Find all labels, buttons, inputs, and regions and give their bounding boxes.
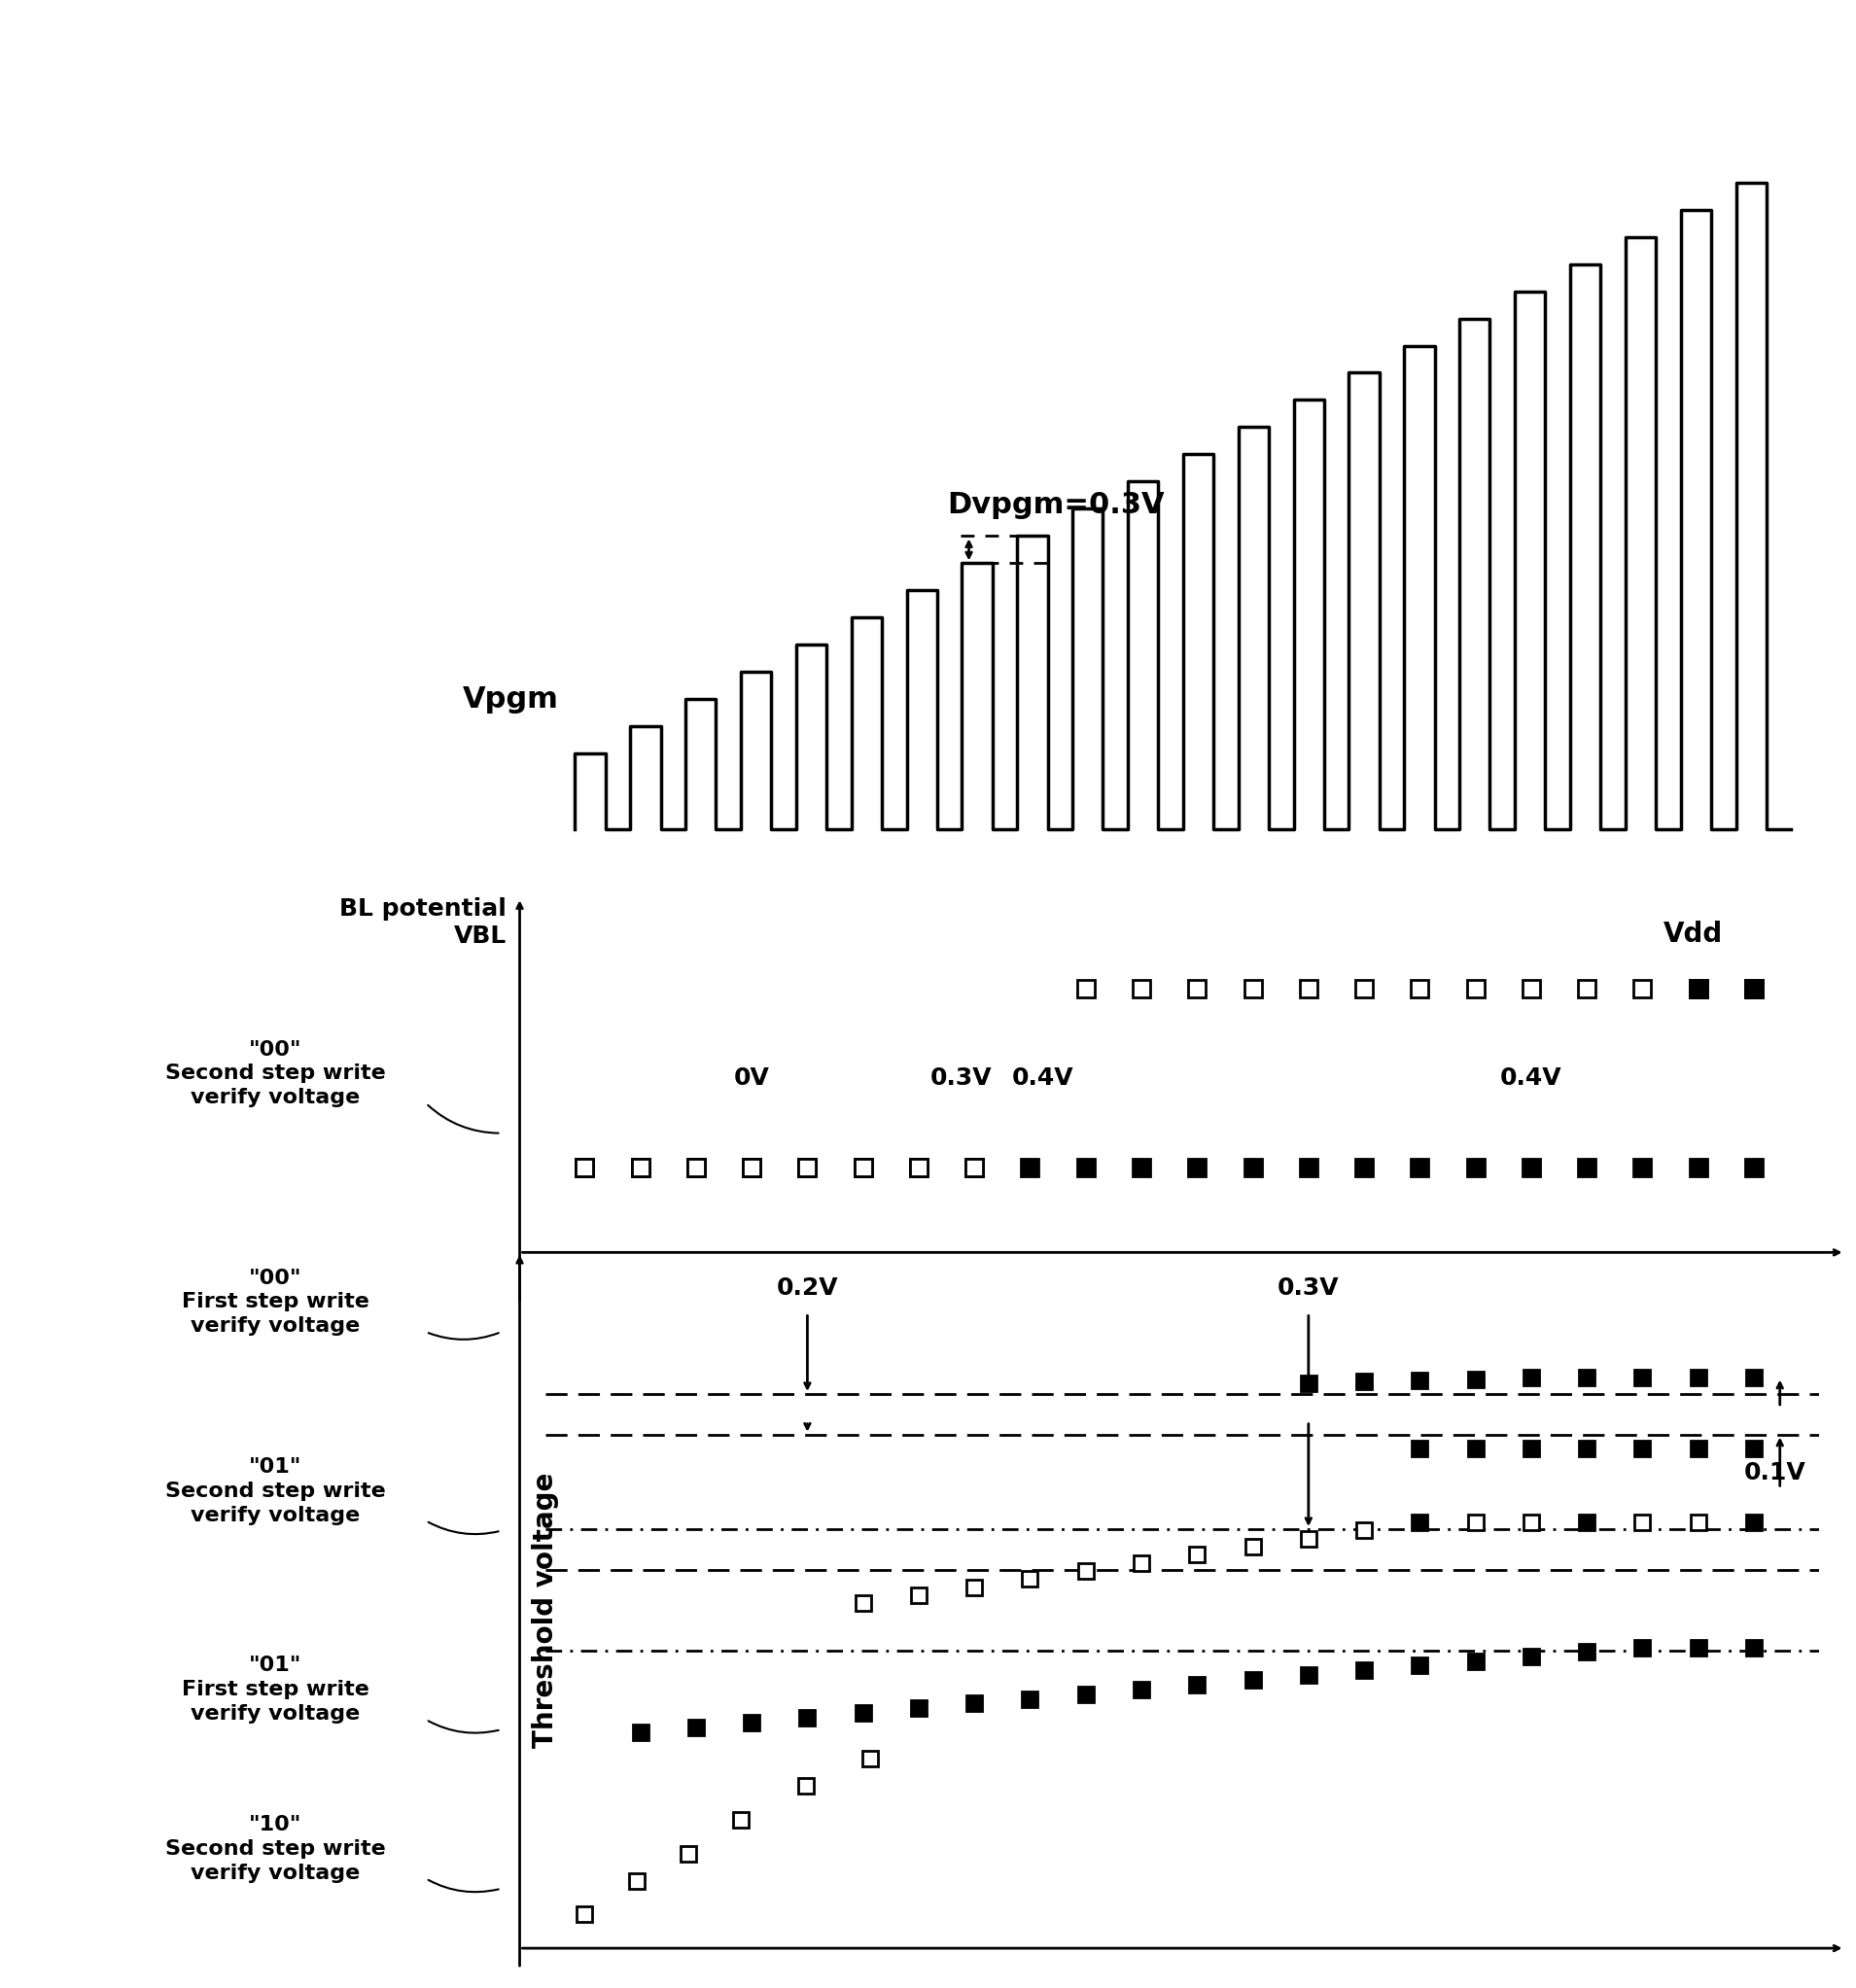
- Text: Threshold voltage: Threshold voltage: [533, 1473, 559, 1747]
- Text: 0.3V: 0.3V: [1277, 1276, 1340, 1300]
- Text: "10"
Second step write
verify voltage: "10" Second step write verify voltage: [165, 1815, 386, 1883]
- Text: 0.4V: 0.4V: [1012, 1068, 1075, 1089]
- Text: "01"
Second step write
verify voltage: "01" Second step write verify voltage: [165, 1457, 386, 1525]
- Text: 0.2V: 0.2V: [776, 1276, 839, 1300]
- Text: Dvpgm=0.3V: Dvpgm=0.3V: [947, 491, 1164, 519]
- Text: 0V: 0V: [733, 1068, 770, 1089]
- Text: Vpgm: Vpgm: [462, 686, 559, 714]
- Text: "00"
First step write
verify voltage: "00" First step write verify voltage: [182, 1268, 369, 1336]
- Text: 0.3V: 0.3V: [930, 1068, 993, 1089]
- Text: 0.1V: 0.1V: [1745, 1461, 1806, 1485]
- Text: Vdd: Vdd: [1663, 920, 1722, 948]
- Text: "00"
Second step write
verify voltage: "00" Second step write verify voltage: [165, 1040, 386, 1107]
- Text: BL potential
VBL: BL potential VBL: [340, 897, 507, 948]
- Text: 0.4V: 0.4V: [1500, 1068, 1563, 1089]
- Text: "01"
First step write
verify voltage: "01" First step write verify voltage: [182, 1656, 369, 1724]
